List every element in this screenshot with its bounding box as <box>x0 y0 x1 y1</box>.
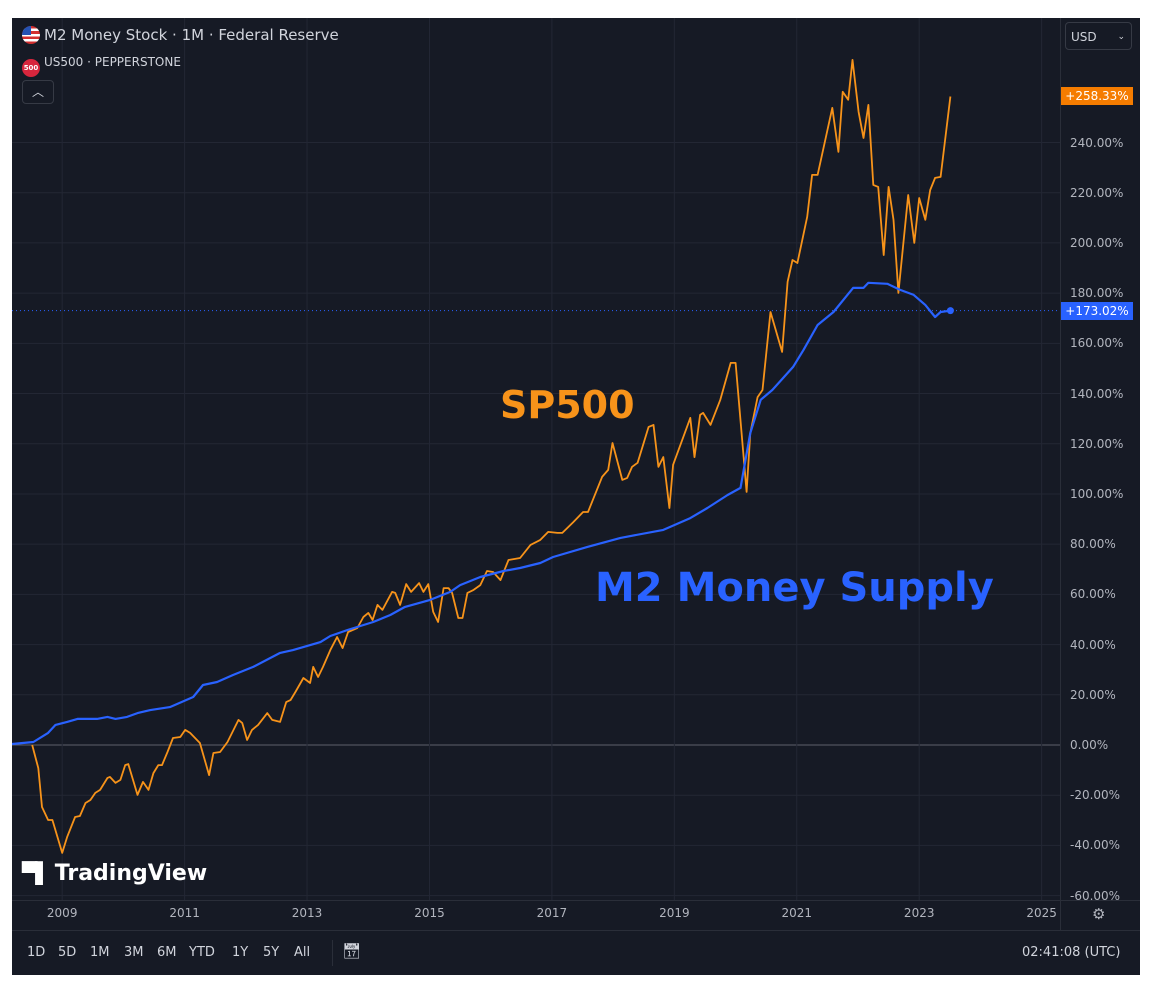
calendar-icon[interactable]: 📅︎ <box>342 942 362 960</box>
range-button-1m[interactable]: 1M <box>90 945 110 960</box>
y-tick-label: 200.00% <box>1070 235 1124 250</box>
sp500-annotation: SP500 <box>500 383 635 427</box>
y-tick-label: 80.00% <box>1070 537 1116 552</box>
plot-area[interactable] <box>12 18 1060 900</box>
y-tick-label: 220.00% <box>1070 185 1124 200</box>
sp500-line <box>31 59 952 854</box>
range-button-6m[interactable]: 6M <box>157 945 177 960</box>
x-tick-label: 2025 <box>1026 906 1057 920</box>
range-button-ytd[interactable]: YTD <box>189 945 215 960</box>
tradingview-watermark: ▀▌ TradingView <box>22 861 207 886</box>
range-button-1d[interactable]: 1D <box>27 945 46 960</box>
legend-m2-label: M2 Money Stock · 1M · Federal Reserve <box>44 26 339 44</box>
x-tick-label: 2015 <box>414 906 445 920</box>
x-tick-label: 2023 <box>903 906 935 920</box>
range-button-5d[interactable]: 5D <box>58 945 77 960</box>
range-button-all[interactable]: All <box>294 945 311 960</box>
y-tick-label: -20.00% <box>1070 788 1121 803</box>
currency-select[interactable]: USD ⌄ <box>1065 22 1132 50</box>
x-tick-label: 2021 <box>781 906 813 920</box>
y-tick-label: 20.00% <box>1070 687 1116 702</box>
y-tick-label: -60.00% <box>1070 888 1121 903</box>
chevron-up-icon: ︿ <box>31 85 44 99</box>
y-tick-label: 100.00% <box>1070 486 1124 501</box>
sp500-last-value-badge: +258.33% <box>1061 87 1133 105</box>
legend-us500[interactable]: 500 US500 · PEPPERSTONE <box>22 55 181 77</box>
us500-icon: 500 <box>22 59 40 77</box>
collapse-legend-button[interactable]: ︿ <box>22 80 54 104</box>
toolbar-separator <box>332 940 333 966</box>
range-button-3m[interactable]: 3M <box>124 945 144 960</box>
legend-m2[interactable]: M2 Money Stock · 1M · Federal Reserve <box>22 26 339 44</box>
range-button-5y[interactable]: 5Y <box>263 945 280 960</box>
m2-last-value-badge: +173.02% <box>1061 302 1133 320</box>
y-tick-label: -40.00% <box>1070 838 1121 853</box>
x-tick-label: 2013 <box>291 906 323 920</box>
y-tick-label: 60.00% <box>1070 587 1116 602</box>
x-tick-label: 2017 <box>536 906 568 920</box>
legend-us500-label: US500 · PEPPERSTONE <box>44 55 181 69</box>
axis-divider <box>12 900 1140 901</box>
utc-clock: 02:41:08 (UTC) <box>1022 945 1121 960</box>
x-tick-label: 2011 <box>169 906 200 920</box>
chevron-down-icon: ⌄ <box>1117 32 1125 42</box>
y-tick-label: 180.00% <box>1070 286 1124 301</box>
y-tick-label: 120.00% <box>1070 436 1124 451</box>
range-button-1y[interactable]: 1Y <box>232 945 249 960</box>
y-tick-label: 160.00% <box>1070 336 1124 351</box>
x-tick-label: 2009 <box>46 906 78 920</box>
chart-panel <box>12 18 1140 975</box>
price-axis-divider <box>1060 18 1061 930</box>
tradingview-logo-icon: ▀▌ <box>22 861 51 885</box>
y-tick-label: 140.00% <box>1070 386 1124 401</box>
currency-value: USD <box>1071 30 1097 44</box>
m2-line <box>12 281 951 746</box>
m2-annotation: M2 Money Supply <box>595 565 994 611</box>
y-tick-label: 0.00% <box>1070 737 1109 752</box>
toolbar-divider <box>12 930 1140 931</box>
tradingview-text: TradingView <box>54 861 208 886</box>
us-flag-icon <box>22 26 40 44</box>
y-tick-label: 40.00% <box>1070 637 1116 652</box>
y-tick-label: 240.00% <box>1070 135 1124 150</box>
m2-last-point <box>946 307 954 315</box>
settings-gear-icon[interactable]: ⚙ <box>1092 905 1106 923</box>
x-tick-label: 2019 <box>659 906 690 920</box>
